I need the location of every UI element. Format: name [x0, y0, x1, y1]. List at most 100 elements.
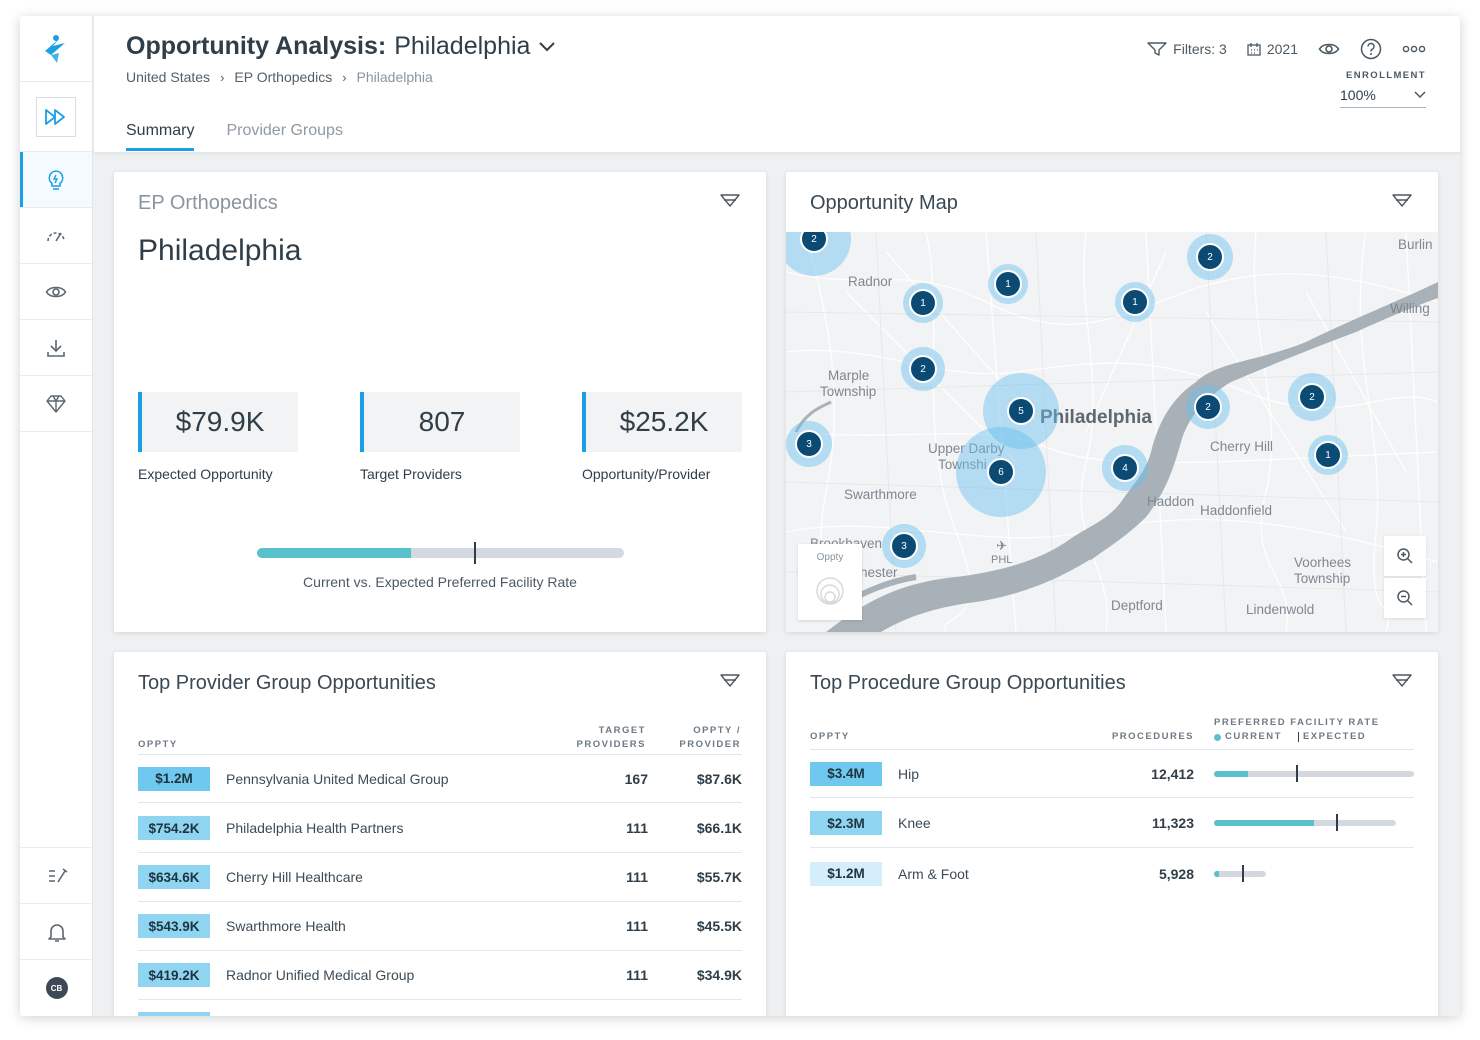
map-legend-label: Oppty [816, 552, 844, 563]
map-label: Swarthmore [844, 487, 917, 502]
sidebar-item-notes[interactable] [20, 848, 93, 904]
breadcrumb-specialty[interactable]: EP Orthopedics [234, 69, 333, 85]
zoom-in-button[interactable] [1384, 536, 1426, 576]
kpi-value: $25.2K [582, 392, 742, 452]
help-icon [1360, 38, 1382, 60]
provider-group-name: Pennsylvania United Medical Group [226, 770, 449, 787]
watch-button[interactable] [1318, 41, 1340, 57]
map-cluster[interactable]: 1 [1308, 435, 1348, 475]
sidebar-item-opportunity[interactable] [20, 152, 92, 208]
map-label: Township [820, 384, 877, 399]
facility-rate-bar [1214, 864, 1266, 882]
sidebar-item-profile[interactable]: CB [20, 960, 93, 1016]
column-header-oppty-per-provider[interactable]: OPPTY / PROVIDER [679, 725, 741, 750]
card-title: Opportunity Map [810, 192, 958, 214]
card-title: Top Procedure Group Opportunities [810, 672, 1126, 694]
sidebar-item-notifications[interactable] [20, 904, 93, 960]
map-label: Townshi [938, 457, 987, 472]
map-cluster[interactable]: 1 [1115, 282, 1155, 322]
column-header-target-providers[interactable]: TARGET PROVIDERS [576, 725, 646, 750]
column-header-procedures[interactable]: PROCEDURES [1111, 731, 1194, 742]
breadcrumb-country[interactable]: United States [126, 69, 211, 85]
sidebar-expand-button[interactable] [20, 82, 92, 152]
download-icon [47, 339, 65, 357]
summary-card: EP Orthopedics Philadelphia $79.9K Expec… [114, 172, 766, 632]
card-filter-button[interactable] [1392, 194, 1412, 215]
eye-icon [45, 286, 67, 297]
map-cluster[interactable]: 2 [1186, 385, 1230, 429]
map-cluster[interactable]: 4 [1102, 445, 1148, 491]
table-row[interactable]: $1.2M Arm & Foot 5,928 [810, 849, 1414, 898]
table-row[interactable]: $543.9K Swarthmore Health 111 $45.5K [138, 902, 742, 951]
card-filter-button[interactable] [1392, 674, 1412, 695]
target-providers-value: 111 [626, 869, 648, 885]
zoom-out-button[interactable] [1384, 578, 1426, 618]
app-logo[interactable] [20, 16, 92, 82]
table-row[interactable]: $2.3M Knee 11,323 [810, 799, 1414, 848]
filter-icon [1147, 42, 1167, 56]
filter-icon [720, 194, 740, 207]
help-button[interactable] [1360, 38, 1382, 60]
facility-rate-current [1214, 820, 1315, 826]
filter-icon [720, 674, 740, 687]
map-label: Deptford [1111, 598, 1163, 613]
map-label-airport: ✈ PHL [991, 538, 1013, 566]
column-header-oppty[interactable]: OPPTY [810, 731, 850, 742]
table-row[interactable]: $419.2K Radnor Unified Medical Group 111… [138, 951, 742, 1000]
oppty-badge: $634.6K [138, 865, 210, 889]
card-filter-button[interactable] [720, 194, 740, 215]
column-header-facility-rate[interactable]: PREFERRED FACILITY RATE CURRENT EXPECTED [1214, 717, 1380, 742]
chevron-down-icon [1414, 91, 1426, 99]
filters-button[interactable]: Filters: 3 [1147, 41, 1227, 57]
oppty-badge: $1.2M [810, 861, 882, 886]
table-row[interactable]: $3.4M Hip 12,412 [810, 749, 1414, 798]
page-header: Opportunity Analysis: Philadelphia Unite… [94, 16, 1460, 153]
enrollment-select[interactable]: 100% [1340, 87, 1426, 108]
map-cluster[interactable]: 1 [903, 283, 943, 323]
oppty-per-provider-value: $55.7K [696, 869, 742, 885]
map-base-layer [786, 232, 1438, 632]
facility-rate-label: Current vs. Expected Preferred Facility … [303, 574, 577, 590]
map-cluster[interactable]: 1 [988, 264, 1028, 304]
sidebar-item-premium[interactable] [20, 376, 92, 432]
map-legend: Oppty [798, 544, 862, 620]
map-label: hester [860, 565, 898, 580]
tab-summary[interactable]: Summary [126, 122, 195, 151]
column-header-oppty[interactable]: OPPTY [138, 739, 178, 750]
table-row[interactable]: $754.2K Philadelphia Health Partners 111… [138, 804, 742, 853]
map-cluster[interactable]: 2 [1187, 234, 1233, 280]
table-row[interactable]: $634.6K Cherry Hill Healthcare 111 $55.7… [138, 853, 742, 902]
map-cluster[interactable]: 5 [983, 373, 1059, 449]
sidebar-item-watchlist[interactable] [20, 264, 92, 320]
map-canvas[interactable]: Radnor Burlin Willing Marple Township Ph… [786, 232, 1438, 632]
facility-rate-bar [1214, 764, 1414, 782]
tab-provider-groups[interactable]: Provider Groups [226, 122, 343, 139]
provider-group-name: Radnor Unified Medical Group [226, 967, 415, 983]
zoom-in-icon [1397, 548, 1413, 564]
oppty-badge: $2.3M [810, 811, 882, 835]
facility-rate-bar [257, 542, 624, 564]
procedures-value: 11,323 [1151, 815, 1194, 831]
map-cluster[interactable]: 2 [901, 347, 945, 391]
map-cluster[interactable]: 6 [956, 427, 1046, 517]
legend-expected-swatch [1297, 732, 1299, 742]
sidebar-item-performance[interactable] [20, 208, 92, 264]
map-label: Upper Darby [928, 441, 1005, 456]
facility-rate-current [1214, 870, 1220, 877]
more-icon [1402, 45, 1426, 53]
year-selector[interactable]: 2021 [1247, 41, 1298, 57]
map-cluster[interactable]: 3 [786, 421, 832, 467]
more-options-button[interactable] [1402, 45, 1426, 53]
page-title-label: Opportunity Analysis: [126, 32, 387, 60]
card-filter-button[interactable] [720, 674, 740, 695]
facility-rate-expected-marker [1335, 814, 1338, 831]
target-providers-value: 111 [626, 820, 648, 836]
chevron-right-icon: › [220, 69, 225, 85]
table-row[interactable]: $1.2M Pennsylvania United Medical Group … [138, 754, 742, 803]
map-label-city: Philadelphia [1040, 407, 1152, 428]
map-cluster[interactable]: 3 [882, 524, 926, 568]
map-cluster[interactable]: 2 [1288, 373, 1336, 421]
page-title[interactable]: Opportunity Analysis: Philadelphia [126, 32, 556, 61]
sidebar-item-downloads[interactable] [20, 320, 92, 376]
provider-groups-card: Top Provider Group Opportunities OPPTY T… [114, 652, 766, 1016]
